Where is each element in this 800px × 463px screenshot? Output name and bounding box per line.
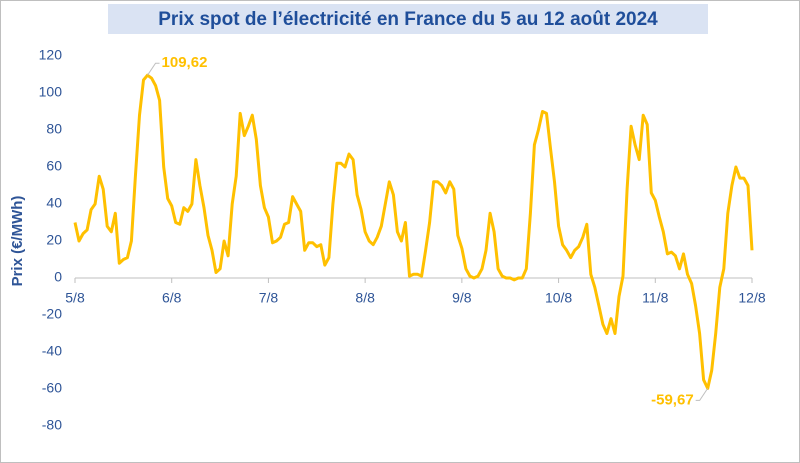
x-tick-label: 10/8: [545, 290, 572, 306]
chart-title: Prix spot de l’électricité en France du …: [158, 9, 658, 30]
x-tick-label: 12/8: [738, 290, 765, 306]
annotation-label: -59,67: [651, 391, 694, 408]
y-tick-label: -60: [42, 380, 62, 396]
y-tick-label: -40: [42, 343, 62, 359]
x-tick-label: 11/8: [642, 290, 668, 306]
annotation-label: 109,62: [162, 54, 208, 71]
y-tick-label: 120: [39, 47, 63, 63]
x-tick-label: 6/8: [162, 290, 182, 306]
y-tick-label: 20: [46, 232, 62, 248]
x-tick-label: 7/8: [259, 290, 279, 306]
y-tick-label: 100: [39, 84, 63, 100]
x-tick-label: 8/8: [355, 290, 375, 306]
annotation-leader: [147, 62, 160, 76]
x-tick-label: 5/8: [65, 290, 85, 306]
price-line: [73, 73, 754, 390]
y-tick-label: -20: [42, 306, 62, 322]
y-axis-label: Prix (€/MWh): [9, 196, 26, 287]
annotation-leader: [695, 388, 709, 401]
y-tick-label: 40: [46, 195, 62, 211]
y-tick-label: 80: [46, 121, 62, 137]
y-tick-label: 0: [54, 269, 62, 285]
y-tick-label: 60: [46, 158, 62, 174]
title-box: [108, 4, 708, 34]
x-tick-label: 9/8: [452, 290, 472, 306]
y-tick-label: -80: [42, 417, 62, 433]
